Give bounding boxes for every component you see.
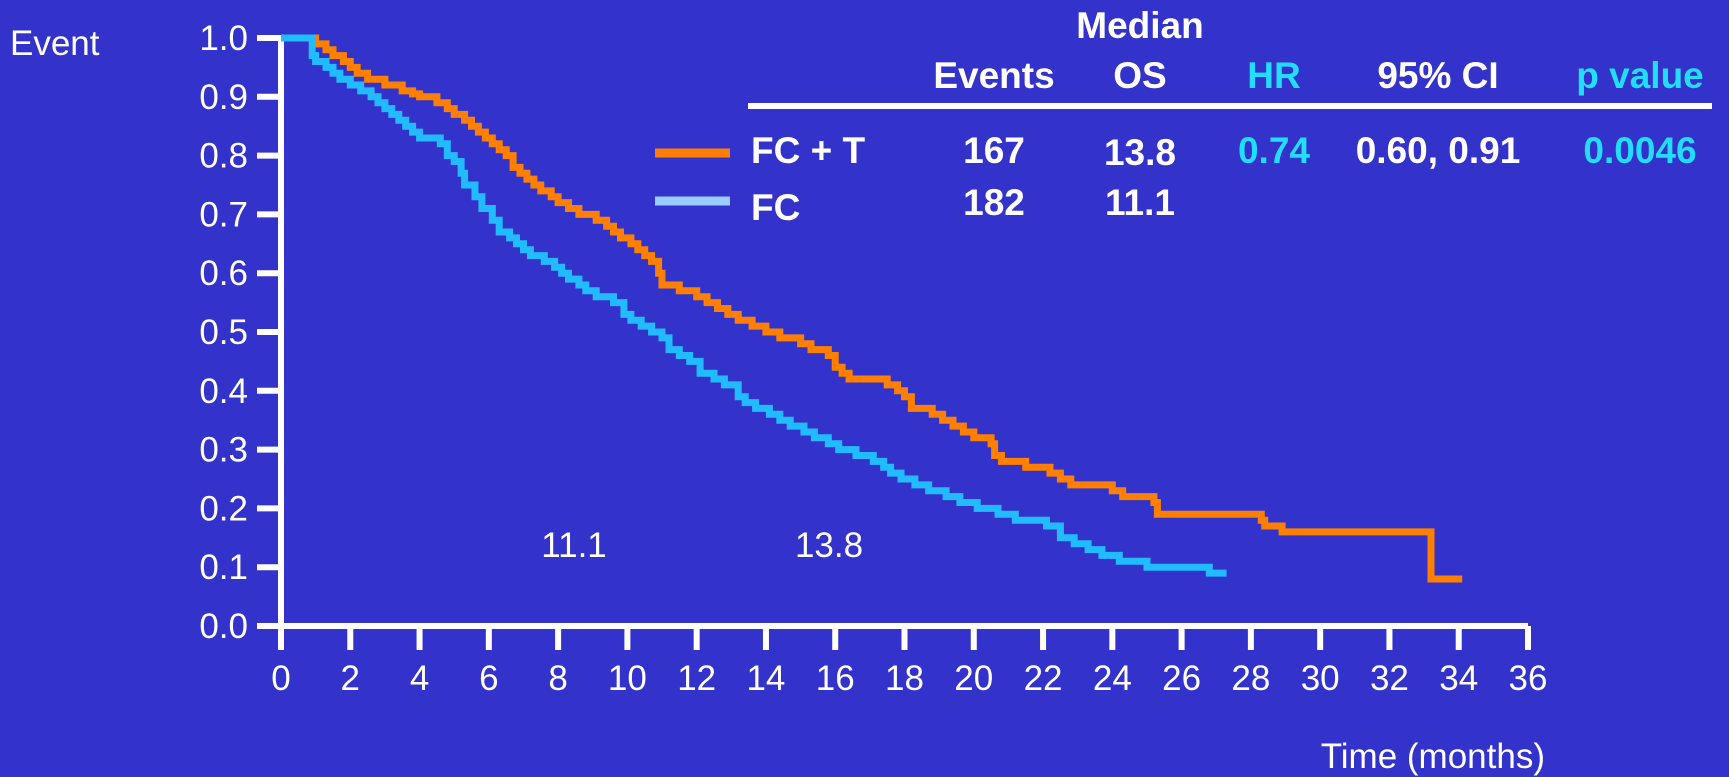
y-tick-label: 0.1 (199, 548, 248, 587)
series-line-fc (281, 34, 1227, 577)
x-tick-label: 8 (548, 659, 567, 698)
median-annotation-fc-t: 13.8 (795, 526, 863, 565)
x-tick-label: 30 (1301, 659, 1340, 698)
x-tick-label: 2 (341, 659, 360, 698)
header-events: Events (933, 55, 1054, 96)
row-events-fc: 182 (963, 182, 1025, 223)
x-tick-label: 22 (1024, 659, 1063, 698)
row-p-fc-t: 0.0046 (1583, 130, 1696, 171)
row-hr-fc-t: 0.74 (1238, 130, 1310, 171)
x-axis-label: Time (months) (1321, 737, 1545, 776)
row-ci-fc-t: 0.60, 0.91 (1356, 130, 1521, 171)
series-line-fc-t (308, 34, 1463, 583)
y-tick-label: 0.5 (199, 313, 248, 352)
header-median: Median (1076, 5, 1203, 46)
row-label-fc-t: FC + T (751, 130, 865, 171)
header-os: OS (1113, 55, 1166, 96)
x-tick-label: 18 (885, 659, 924, 698)
x-tick-label: 16 (816, 659, 855, 698)
x-tick-label: 0 (271, 659, 290, 698)
y-axis-label: Event (10, 24, 100, 63)
y-tick-label: 0.4 (199, 372, 248, 411)
x-tick-label: 26 (1162, 659, 1201, 698)
x-tick-label: 32 (1370, 659, 1409, 698)
x-tick-label: 10 (608, 659, 647, 698)
x-tick-label: 6 (479, 659, 498, 698)
results-table: Median Events OS HR 95% CI p value FC + … (655, 5, 1712, 228)
header-ci: 95% CI (1377, 55, 1498, 96)
x-tick-label: 12 (677, 659, 716, 698)
series-layer (281, 34, 1463, 583)
y-tick-label: 0.7 (199, 195, 248, 234)
x-tick-label: 4 (410, 659, 429, 698)
row-label-fc: FC (751, 187, 800, 228)
row-os-fc-t: 13.8 (1104, 132, 1176, 173)
row-events-fc-t: 167 (963, 130, 1025, 171)
header-p-value: p value (1576, 55, 1704, 96)
axes: 0.00.10.20.30.40.50.60.70.80.91.00 2 4 6 8 10… (199, 19, 1547, 698)
x-tick-label: 28 (1231, 659, 1270, 698)
y-tick-label: 0.0 (199, 607, 248, 646)
x-tick-label: 20 (954, 659, 993, 698)
y-tick-label: 0.3 (199, 431, 248, 470)
y-tick-label: 0.6 (199, 254, 248, 293)
y-tick-label: 0.8 (199, 137, 248, 176)
x-tick-label: 36 (1509, 659, 1548, 698)
header-hr: HR (1247, 55, 1300, 96)
y-tick-label: 0.2 (199, 489, 248, 528)
x-tick-label: 34 (1439, 659, 1478, 698)
row-os-fc: 11.1 (1105, 182, 1175, 223)
y-tick-label: 0.9 (199, 78, 248, 117)
median-annotation-fc: 11.1 (541, 526, 607, 565)
y-tick-label: 1.0 (199, 19, 248, 58)
x-tick-label: 14 (746, 659, 785, 698)
x-tick-label: 24 (1093, 659, 1132, 698)
